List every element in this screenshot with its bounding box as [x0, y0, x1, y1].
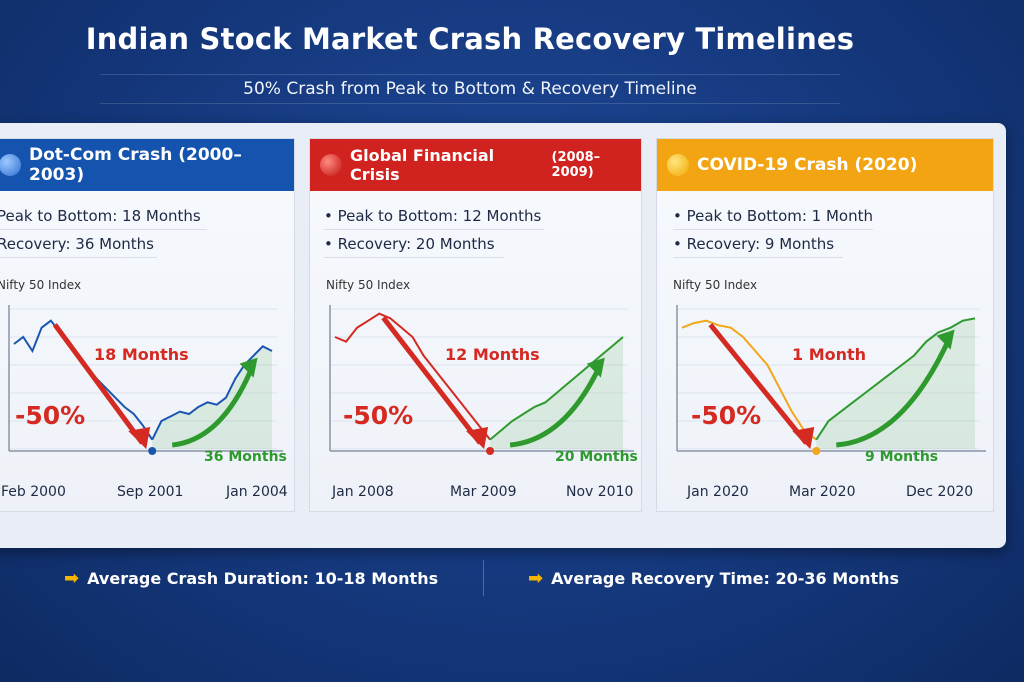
y-axis-label: Nifty 50 Index: [326, 278, 411, 292]
line-chart: [329, 305, 634, 455]
dotcom-panel: Dot-Com Crash (2000–2003) Peak to Bottom…: [0, 138, 295, 512]
panel-title: Dot-Com Crash (2000–2003): [29, 145, 242, 185]
recovery-text: Recovery: 9 Months: [686, 235, 835, 253]
peak-to-bottom-text: Peak to Bottom: 1 Month: [686, 207, 874, 225]
red-ball-icon: [320, 154, 342, 176]
recovery-area: [152, 346, 272, 449]
x-tick: Sep 2001: [117, 484, 184, 500]
footer-divider: [483, 560, 484, 596]
bottom-marker: [812, 447, 821, 455]
line-chart: [676, 305, 986, 455]
panel-title: Global Financial Crisis: [350, 146, 495, 184]
crash-duration-label: 1 Month: [792, 345, 867, 364]
recovery-text: Recovery: 20 Months: [337, 235, 495, 253]
recovery-duration-label: 9 Months: [865, 449, 939, 465]
crash-arrowhead: [128, 427, 151, 449]
arrow-right-icon: ➡: [64, 568, 80, 589]
line-chart: [8, 305, 283, 455]
peak-to-bottom: • Peak to Bottom: 1 Month: [673, 207, 873, 230]
bottom-marker: [486, 447, 495, 455]
x-tick: Mar 2009: [450, 484, 517, 500]
x-tick: Nov 2010: [566, 484, 634, 500]
peak-to-bottom-text: Peak to Bottom: 12 Months: [337, 207, 542, 225]
recovery-area: [816, 318, 975, 449]
recovery-line: [815, 317, 976, 441]
recovery-arrow: [509, 362, 604, 448]
recovery-duration: Recovery: 36 Months: [0, 235, 157, 258]
yellow-ball-icon: [667, 154, 689, 176]
gfc-panel: Global Financial Crisis (2008–2009) • Pe…: [309, 138, 642, 512]
recovery-arrow: [836, 334, 953, 448]
recovery-arrowhead: [239, 357, 258, 378]
arrow-right-icon: ➡: [528, 568, 544, 589]
y-axis-label: Nifty 50 Index: [673, 278, 758, 292]
recovery-arrowhead: [586, 357, 605, 378]
x-tick: Jan 2020: [687, 484, 749, 500]
drop-percent-label: -50%: [691, 401, 762, 430]
recovery-duration-label: 36 Months: [204, 449, 287, 465]
page-title: Indian Stock Market Crash Recovery Timel…: [85, 22, 855, 56]
recovery-arrowhead: [936, 329, 955, 350]
x-tick: Mar 2020: [789, 484, 856, 500]
bottom-marker: [148, 447, 157, 455]
recovery-line: [489, 336, 624, 441]
panel-title-years: (2008–2009): [551, 150, 601, 180]
recovery-duration: • Recovery: 20 Months: [324, 235, 504, 258]
crash-line: [334, 312, 491, 441]
avg-recovery-time: ➡ Average Recovery Time: 20-36 Months: [528, 568, 899, 589]
panel-header: COVID-19 Crash (2020): [657, 139, 993, 191]
x-tick: Feb 2000: [1, 484, 66, 500]
crash-arrow: [708, 323, 809, 445]
recovery-line: [151, 345, 273, 441]
crash-arrow: [52, 323, 145, 445]
x-tick: Dec 2020: [906, 484, 974, 500]
covid-panel: COVID-19 Crash (2020) • Peak to Bottom: …: [656, 138, 994, 512]
peak-to-bottom: Peak to Bottom: 18 Months: [0, 207, 207, 230]
panel-title: COVID-19 Crash (2020): [697, 155, 918, 175]
y-axis-label: Nifty 50 Index: [0, 278, 82, 292]
crash-arrow: [381, 316, 483, 445]
panel-header: Global Financial Crisis (2008–2009): [310, 139, 641, 191]
crash-line: [681, 319, 817, 441]
avg-recovery-text: Average Recovery Time: 20-36 Months: [551, 569, 900, 588]
peak-to-bottom: • Peak to Bottom: 12 Months: [324, 207, 544, 230]
crash-duration-label: 18 Months: [94, 345, 189, 364]
drop-percent-label: -50%: [15, 401, 86, 430]
avg-crash-duration: ➡ Average Crash Duration: 10-18 Months: [64, 568, 438, 589]
drop-percent-label: -50%: [343, 401, 414, 430]
crash-arrowhead: [792, 427, 815, 449]
crash-arrowhead: [466, 427, 489, 449]
recovery-duration-label: 20 Months: [555, 449, 638, 465]
crash-duration-label: 12 Months: [445, 345, 540, 364]
recovery-duration: • Recovery: 9 Months: [673, 235, 843, 258]
x-tick: Jan 2004: [226, 484, 288, 500]
page-subtitle: 50% Crash from Peak to Bottom & Recovery…: [100, 74, 840, 104]
blue-ball-icon: [0, 154, 21, 176]
panel-header: Dot-Com Crash (2000–2003): [0, 139, 294, 191]
recovery-arrow: [171, 362, 256, 448]
x-tick: Jan 2008: [332, 484, 394, 500]
avg-crash-text: Average Crash Duration: 10-18 Months: [87, 569, 439, 588]
